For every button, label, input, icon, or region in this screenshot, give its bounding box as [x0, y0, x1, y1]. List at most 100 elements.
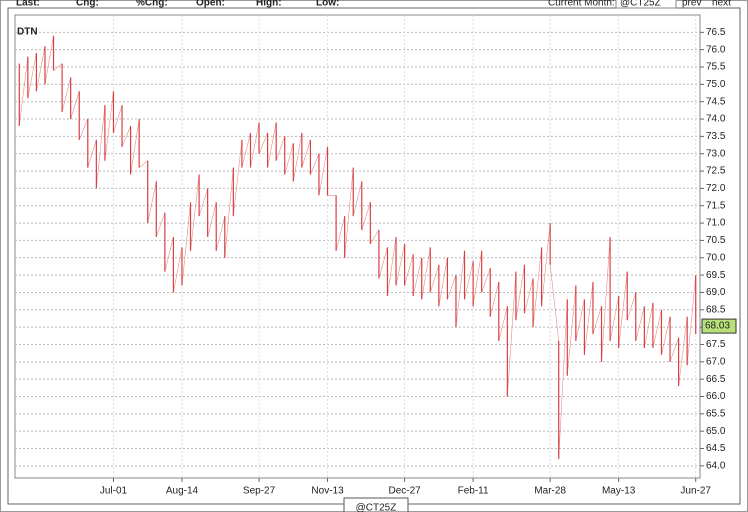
bar-link [250, 122, 260, 168]
bar-link [395, 243, 405, 286]
x-tick-label: Sep-27 [243, 486, 276, 497]
bar-link [481, 268, 491, 293]
bar-link [78, 118, 89, 140]
y-tick-label: 75.5 [706, 62, 726, 73]
y-tick-label: 73.0 [706, 148, 726, 159]
bar-link [27, 53, 37, 99]
y-tick-label: 67.5 [706, 339, 726, 350]
symbol[interactable]: @CT25Z [620, 0, 661, 9]
bar-link [104, 91, 114, 161]
bar-link [284, 143, 294, 175]
y-tick-label: 75.0 [706, 79, 726, 90]
prev-link[interactable]: prev [682, 0, 701, 9]
bar-link [198, 188, 208, 217]
y-tick-label: 65.0 [706, 426, 726, 437]
last-price-label: 68.03 [705, 321, 730, 332]
bar-link [292, 132, 303, 182]
bar-link [515, 264, 525, 321]
bar-link [635, 306, 645, 342]
y-tick-label: 64.5 [706, 443, 726, 454]
bar-link [489, 281, 500, 317]
y-tick-label: 72.5 [706, 166, 726, 177]
bar-link [549, 264, 560, 342]
bar-link [130, 118, 140, 175]
bar-link [173, 247, 183, 293]
bar-link [464, 261, 474, 300]
bar-link [318, 146, 328, 196]
bar-link [524, 278, 534, 314]
y-tick-label: 68.5 [706, 304, 726, 315]
y-tick-label: 66.0 [706, 391, 726, 402]
bar-link [113, 105, 123, 134]
bar-link [652, 309, 662, 349]
bar-link [387, 236, 397, 296]
bar-link [421, 247, 431, 300]
x-tick-label: Aug-14 [166, 486, 199, 497]
bar-link [609, 295, 619, 342]
toolbar-field: Chg: [76, 0, 99, 9]
bar-link [575, 299, 585, 342]
bar-link [412, 257, 423, 296]
y-tick-label: 76.5 [706, 27, 726, 38]
y-tick-label: 69.0 [706, 287, 726, 298]
bar-link [310, 153, 320, 175]
bar-link [472, 250, 482, 307]
y-tick-label: 74.0 [706, 114, 726, 125]
bar-link [661, 316, 671, 355]
toolbar-field: Low: [316, 0, 339, 9]
x-tick-label: Jul-01 [100, 486, 128, 497]
symbol-tab[interactable] [343, 497, 409, 512]
y-tick-label: 70.0 [706, 252, 726, 263]
bar-link [155, 212, 166, 238]
y-tick-label: 70.5 [706, 235, 726, 246]
bar-link [644, 302, 654, 348]
bar-link [335, 216, 345, 251]
bar-link [190, 174, 200, 251]
bar-link [147, 181, 157, 224]
y-tick-label: 74.5 [706, 96, 726, 107]
bar-link [241, 132, 251, 168]
bar-link [447, 275, 457, 300]
bar-link [352, 181, 363, 217]
bar-link [601, 236, 611, 362]
bar-link [532, 247, 542, 328]
x-tick-label: Dec-27 [388, 486, 421, 497]
bar-link [164, 236, 174, 272]
bar-link [96, 105, 106, 189]
logo: DTN [17, 27, 38, 38]
x-tick-label: Jun-27 [680, 486, 711, 497]
bar-link [429, 264, 440, 293]
y-tick-label: 65.5 [706, 408, 726, 419]
symbol-tab-label[interactable]: @CT25Z [356, 503, 397, 512]
bar-link [618, 271, 628, 348]
x-tick-label: May-13 [602, 486, 636, 497]
current-month-label: Current Month: [548, 0, 615, 9]
bar-link [224, 167, 234, 258]
bar-link [121, 125, 131, 147]
bar-link [233, 139, 243, 217]
bar-link [87, 139, 97, 168]
last-price-box [701, 318, 737, 334]
y-tick-label: 66.5 [706, 374, 726, 385]
y-tick-label: 73.5 [706, 131, 726, 142]
plot-area [14, 14, 701, 479]
bar-link [44, 35, 54, 85]
y-tick-label: 71.0 [706, 218, 726, 229]
bar-link [344, 167, 354, 258]
bar-link [558, 299, 568, 459]
bar-link [584, 282, 594, 355]
bar-link [592, 306, 602, 335]
toolbar-field: %Chg: [136, 0, 168, 9]
y-tick-label: 64.0 [706, 461, 726, 472]
y-tick-label: 67.0 [706, 356, 726, 367]
bar-link [18, 56, 29, 127]
toolbar-field: Last: [16, 0, 40, 9]
bar-link [215, 216, 226, 251]
x-tick-label: Mar-28 [534, 486, 566, 497]
y-tick-label: 72.0 [706, 183, 726, 194]
next-link[interactable]: next [712, 0, 731, 9]
symbol-select[interactable] [615, 0, 677, 9]
x-tick-label: Nov-13 [311, 486, 344, 497]
